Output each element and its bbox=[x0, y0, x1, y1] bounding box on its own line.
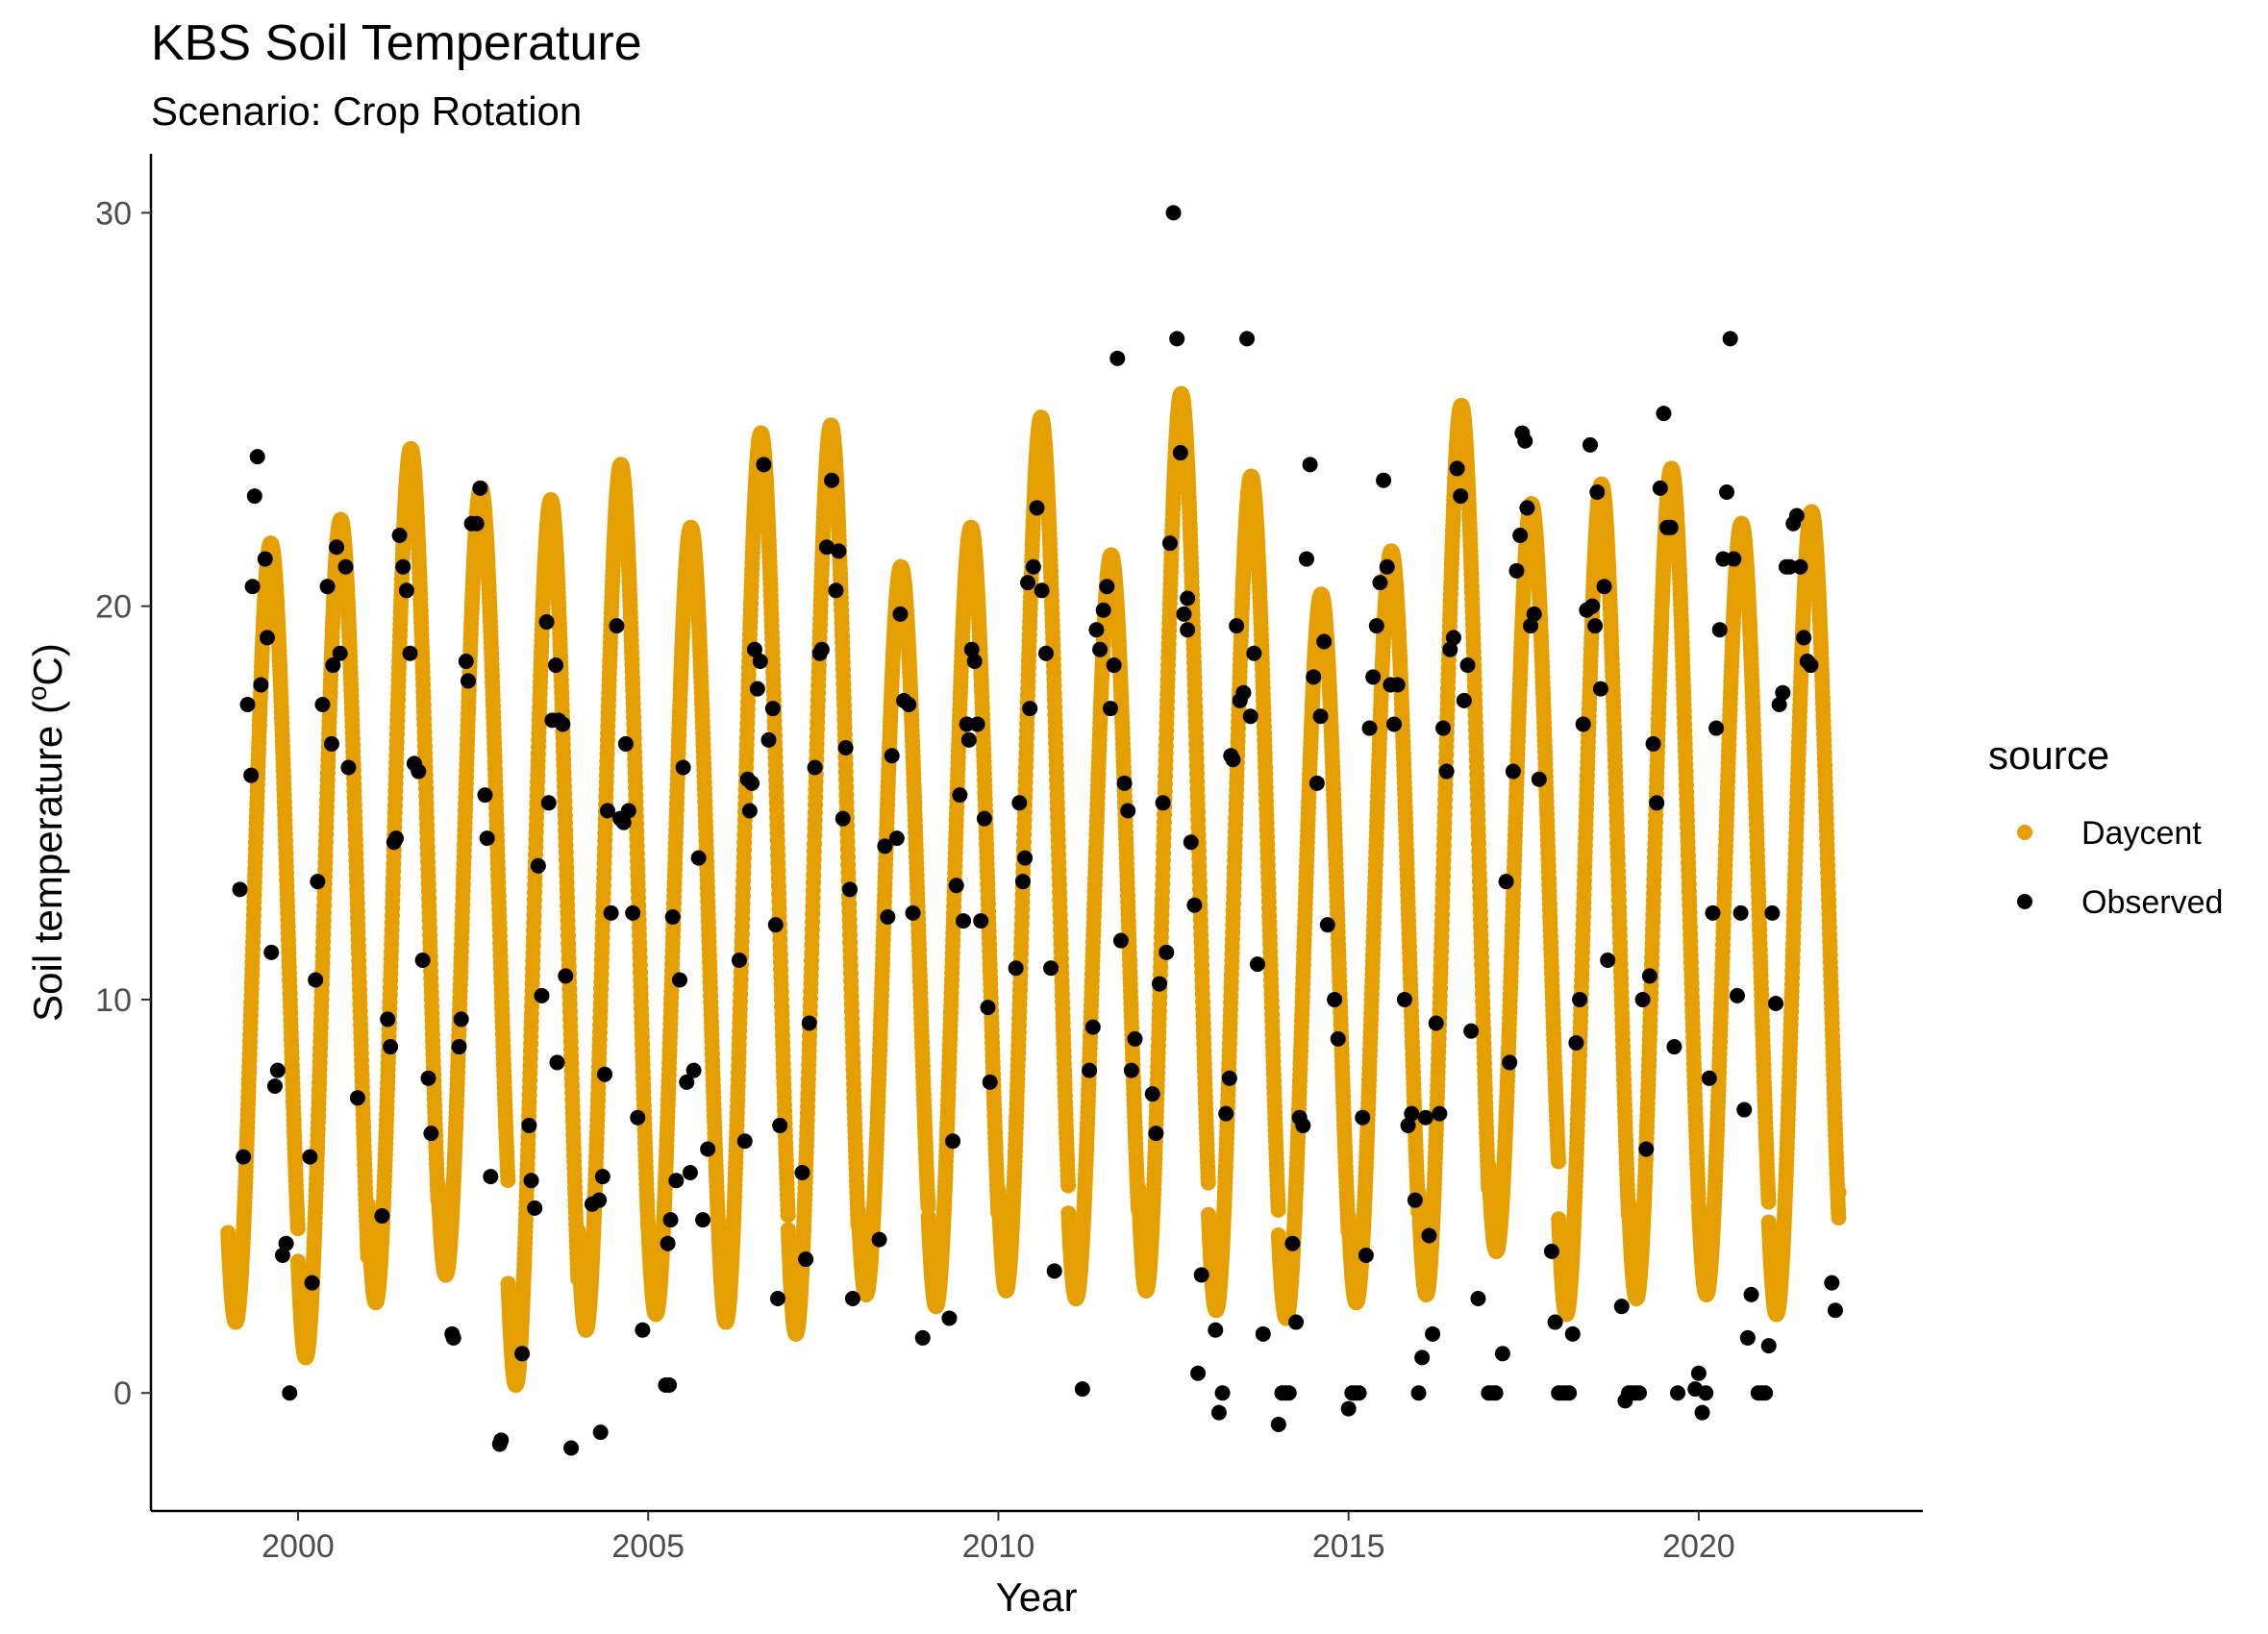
chart-subtitle: Scenario: Crop Rotation bbox=[151, 88, 582, 134]
daycent-point bbox=[289, 1221, 306, 1237]
daycent-point bbox=[780, 1207, 796, 1224]
daycent-series bbox=[220, 385, 1847, 1394]
chart-title: KBS Soil Temperature bbox=[151, 15, 642, 71]
daycent-point bbox=[1060, 1177, 1077, 1194]
daycent-point bbox=[500, 1172, 516, 1188]
plot-area bbox=[220, 205, 1847, 1456]
